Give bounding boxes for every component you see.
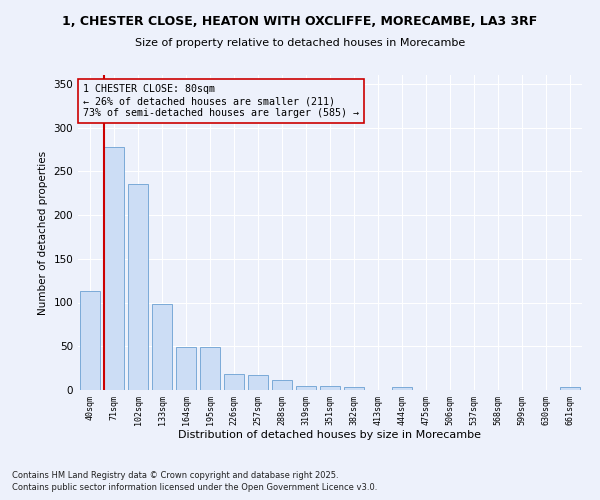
X-axis label: Distribution of detached houses by size in Morecambe: Distribution of detached houses by size … bbox=[179, 430, 482, 440]
Text: 1 CHESTER CLOSE: 80sqm
← 26% of detached houses are smaller (211)
73% of semi-de: 1 CHESTER CLOSE: 80sqm ← 26% of detached… bbox=[83, 84, 359, 117]
Bar bbox=[80, 291, 100, 390]
Bar bbox=[128, 184, 148, 390]
Bar bbox=[560, 388, 580, 390]
Bar bbox=[224, 374, 244, 390]
Bar bbox=[296, 386, 316, 390]
Bar bbox=[248, 375, 268, 390]
Bar bbox=[320, 386, 340, 390]
Bar bbox=[200, 347, 220, 390]
Bar bbox=[152, 304, 172, 390]
Text: Size of property relative to detached houses in Morecambe: Size of property relative to detached ho… bbox=[135, 38, 465, 48]
Bar bbox=[392, 388, 412, 390]
Y-axis label: Number of detached properties: Number of detached properties bbox=[38, 150, 48, 314]
Bar bbox=[104, 147, 124, 390]
Bar bbox=[344, 388, 364, 390]
Bar bbox=[176, 347, 196, 390]
Text: 1, CHESTER CLOSE, HEATON WITH OXCLIFFE, MORECAMBE, LA3 3RF: 1, CHESTER CLOSE, HEATON WITH OXCLIFFE, … bbox=[62, 15, 538, 28]
Text: Contains public sector information licensed under the Open Government Licence v3: Contains public sector information licen… bbox=[12, 484, 377, 492]
Text: Contains HM Land Registry data © Crown copyright and database right 2025.: Contains HM Land Registry data © Crown c… bbox=[12, 471, 338, 480]
Bar bbox=[272, 380, 292, 390]
